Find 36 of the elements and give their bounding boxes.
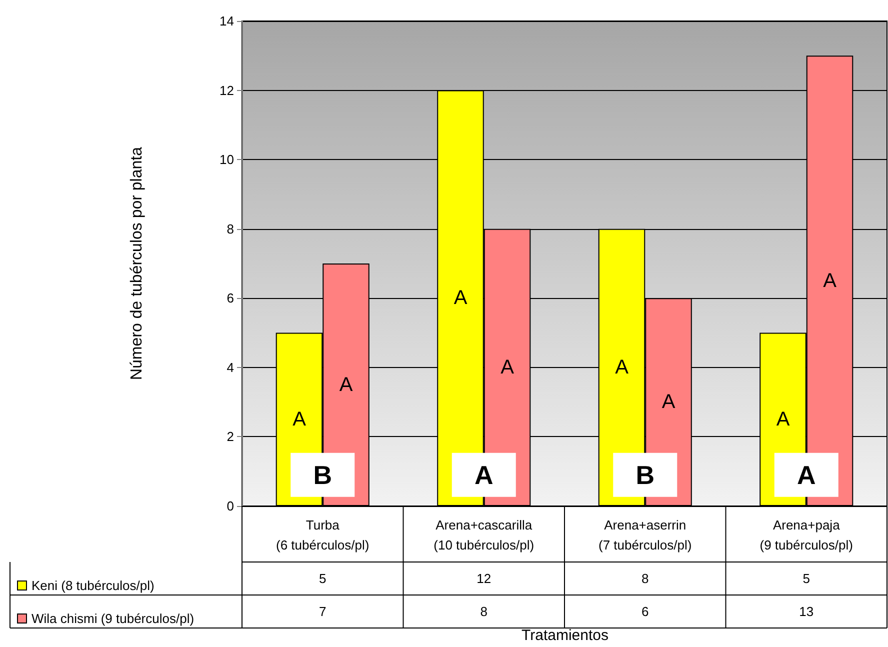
legend-label: Keni (8 tubérculos/pl) [32,578,154,593]
legend-label: Wila chismi (9 tubérculos/pl) [32,611,194,626]
annotation: A [823,270,838,292]
x-tick-label: Arena+aserrin (7 tubérculos/pl) [598,518,692,552]
data-label: 12 [476,571,492,586]
annotation: A [339,374,354,396]
x-tick-label: Turba (6 tubérculos/pl) [276,518,370,552]
annotation: A [474,460,494,490]
x-tick-label: Arena+cascarilla (10 tubérculos/pl) [434,518,534,552]
y-tick-label: 14 [220,14,234,28]
annotation: A [776,408,790,430]
data-label: 13 [799,604,814,619]
data-label: 8 [642,571,649,586]
data-label: 5 [319,571,326,586]
y-tick-label: 0 [226,498,234,514]
annotation: A [500,356,515,378]
y-tick-label: 8 [226,221,234,236]
data-label: 8 [480,604,488,619]
y-tick-label: 4 [226,360,234,375]
annotation: A [454,287,468,310]
annotation: B [636,460,655,490]
y-tick-label: 10 [220,152,234,168]
y-tick-label: 2 [226,429,234,444]
data-label: 6 [642,604,649,619]
annotation: A [615,356,630,378]
y-tick-label: 6 [226,290,234,306]
annotation: B [313,460,332,490]
annotation: A [292,408,307,430]
y-tick-label: 12 [220,82,234,98]
text: Tratamientos [522,627,608,644]
data-label: 7 [319,604,326,619]
annotation: A [662,391,676,414]
data-label: 5 [802,571,810,586]
x-tick-label: Arena+paja (9 tubérculos/pl) [760,518,853,552]
y-axis-title: Número de tubérculos por planta [128,146,146,380]
annotation: A [796,460,816,490]
